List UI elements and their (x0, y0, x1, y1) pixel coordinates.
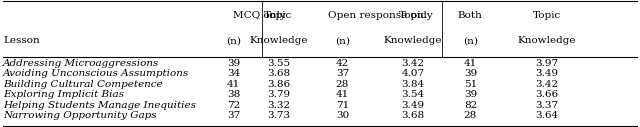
Text: 51: 51 (464, 80, 477, 89)
Text: 3.54: 3.54 (401, 90, 424, 99)
Text: Both: Both (458, 11, 483, 20)
Text: Topic: Topic (399, 11, 427, 20)
Text: Topic: Topic (264, 11, 292, 20)
Text: Building Cultural Competence: Building Cultural Competence (3, 80, 163, 89)
Text: Exploring Implicit Bias: Exploring Implicit Bias (3, 90, 124, 99)
Text: Open response only: Open response only (328, 11, 433, 20)
Text: Helping Students Manage Inequities: Helping Students Manage Inequities (3, 101, 196, 110)
Text: 82: 82 (464, 101, 477, 110)
Text: 3.79: 3.79 (267, 90, 290, 99)
Text: Knowledge: Knowledge (518, 36, 577, 45)
Text: 28: 28 (464, 111, 477, 120)
Text: 38: 38 (227, 90, 240, 99)
Text: Narrowing Opportunity Gaps: Narrowing Opportunity Gaps (3, 111, 157, 120)
Text: Knowledge: Knowledge (249, 36, 308, 45)
Text: 37: 37 (336, 69, 349, 78)
Text: 3.49: 3.49 (536, 69, 559, 78)
Text: 34: 34 (227, 69, 240, 78)
Text: MCQ only: MCQ only (233, 11, 285, 20)
Text: Addressing Microaggressions: Addressing Microaggressions (3, 59, 159, 68)
Text: 3.55: 3.55 (267, 59, 290, 68)
Text: Topic: Topic (533, 11, 561, 20)
Text: 3.84: 3.84 (401, 80, 424, 89)
Text: 3.68: 3.68 (267, 69, 290, 78)
Text: (n): (n) (335, 36, 350, 45)
Text: 39: 39 (464, 69, 477, 78)
Text: 3.42: 3.42 (401, 59, 424, 68)
Text: 28: 28 (336, 80, 349, 89)
Text: 3.49: 3.49 (401, 101, 424, 110)
Text: 39: 39 (464, 90, 477, 99)
Text: 41: 41 (227, 80, 240, 89)
Text: 39: 39 (227, 59, 240, 68)
Text: 3.32: 3.32 (267, 101, 290, 110)
Text: (n): (n) (463, 36, 478, 45)
Text: Avoiding Unconscious Assumptions: Avoiding Unconscious Assumptions (3, 69, 189, 78)
Text: 4.07: 4.07 (401, 69, 424, 78)
Text: 3.68: 3.68 (401, 111, 424, 120)
Text: 42: 42 (336, 59, 349, 68)
Text: 41: 41 (464, 59, 477, 68)
Text: 3.42: 3.42 (536, 80, 559, 89)
Text: 3.86: 3.86 (267, 80, 290, 89)
Text: Knowledge: Knowledge (383, 36, 442, 45)
Text: 30: 30 (336, 111, 349, 120)
Text: 3.66: 3.66 (536, 90, 559, 99)
Text: 3.97: 3.97 (536, 59, 559, 68)
Text: 41: 41 (336, 90, 349, 99)
Text: 72: 72 (227, 101, 240, 110)
Text: 37: 37 (227, 111, 240, 120)
Text: (n): (n) (226, 36, 241, 45)
Text: Lesson: Lesson (3, 36, 40, 45)
Text: 3.64: 3.64 (536, 111, 559, 120)
Text: 71: 71 (336, 101, 349, 110)
Text: 3.37: 3.37 (536, 101, 559, 110)
Text: 3.73: 3.73 (267, 111, 290, 120)
